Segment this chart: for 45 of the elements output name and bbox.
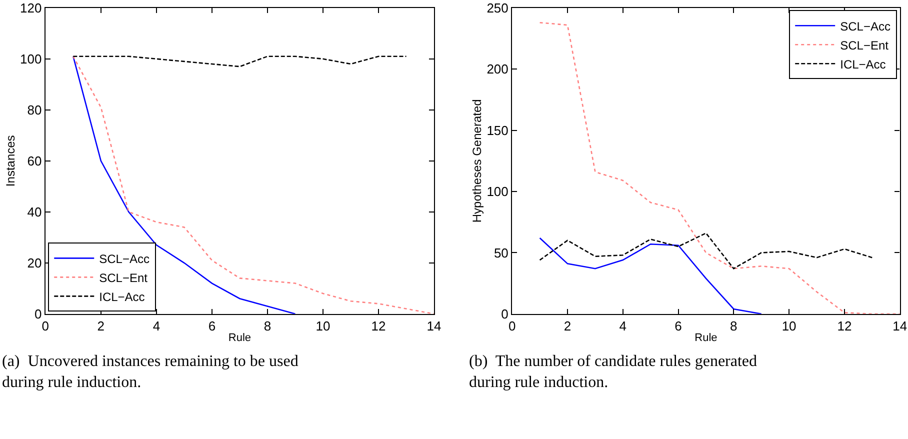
y-tick-label: 200 — [486, 62, 508, 77]
line-series — [72, 56, 407, 68]
x-tick-label: 12 — [837, 318, 852, 334]
x-tick-label: 14 — [426, 318, 442, 334]
x-tick-label: 6 — [208, 318, 216, 334]
line-series — [539, 22, 900, 314]
y-tick-label: 250 — [486, 0, 508, 16]
y-tick-label: 50 — [494, 245, 508, 260]
x-tick-label: 4 — [152, 318, 160, 334]
x-tick-label: 2 — [564, 318, 572, 334]
y-tick-label: 40 — [27, 204, 42, 220]
legend-label: ICL−Acc — [840, 57, 886, 72]
legend-label: ICL−Acc — [99, 290, 145, 304]
line-series — [539, 232, 873, 270]
y-tick-label: 120 — [20, 0, 42, 16]
x-tick-label: 4 — [619, 318, 627, 334]
x-tick-label: 6 — [674, 318, 682, 334]
y-tick-label: 0 — [34, 306, 42, 322]
line-series — [539, 237, 762, 314]
y-tick-label: 100 — [486, 184, 508, 200]
x-tick-label: 12 — [371, 318, 386, 334]
legend-label: SCL−Acc — [840, 19, 890, 34]
y-tick-label: 150 — [486, 122, 508, 138]
x-axis-title: Rule — [228, 332, 252, 344]
text: (b) The number of candidate rules generated during rule induction. — [469, 353, 758, 391]
x-tick-label: 10 — [782, 318, 796, 334]
y-tick-label: 60 — [27, 153, 42, 168]
x-tick-label: 14 — [892, 318, 908, 334]
line-series — [72, 56, 296, 314]
y-tick-label: 0 — [501, 306, 508, 322]
x-tick-label: 2 — [97, 318, 105, 334]
x-tick-label: 10 — [316, 318, 330, 334]
x-tick-label: 8 — [730, 318, 738, 334]
line-series — [72, 56, 434, 314]
legend-label: SCL−Ent — [99, 270, 148, 285]
y-tick-label: 20 — [27, 255, 42, 270]
x-tick-label: 8 — [264, 318, 272, 334]
x-axis-title: Rule — [694, 332, 718, 344]
legend-label: SCL−Acc — [99, 252, 150, 266]
y-tick-label: 80 — [27, 102, 42, 118]
y-axis-title: Instances — [3, 135, 18, 187]
legend-label: SCL−Ent — [840, 38, 890, 52]
text: (a) Uncovered instances remaining to be used during rule induction. — [2, 353, 298, 391]
y-axis-title: Hypotheses Generated — [470, 99, 484, 223]
y-tick-label: 100 — [20, 51, 42, 66]
